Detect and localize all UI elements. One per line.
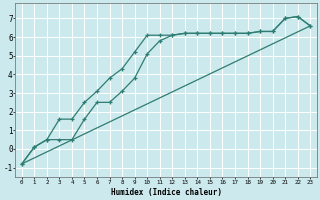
X-axis label: Humidex (Indice chaleur): Humidex (Indice chaleur): [110, 188, 221, 197]
